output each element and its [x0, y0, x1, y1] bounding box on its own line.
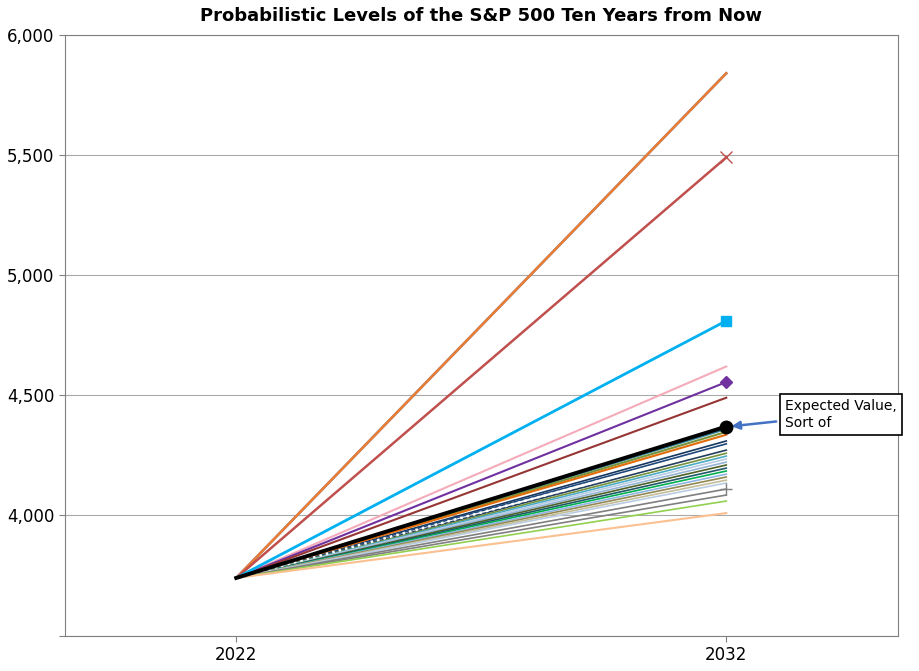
Title: Probabilistic Levels of the S&P 500 Ten Years from Now: Probabilistic Levels of the S&P 500 Ten … [200, 7, 762, 25]
Text: Expected Value,
Sort of: Expected Value, Sort of [733, 399, 896, 429]
